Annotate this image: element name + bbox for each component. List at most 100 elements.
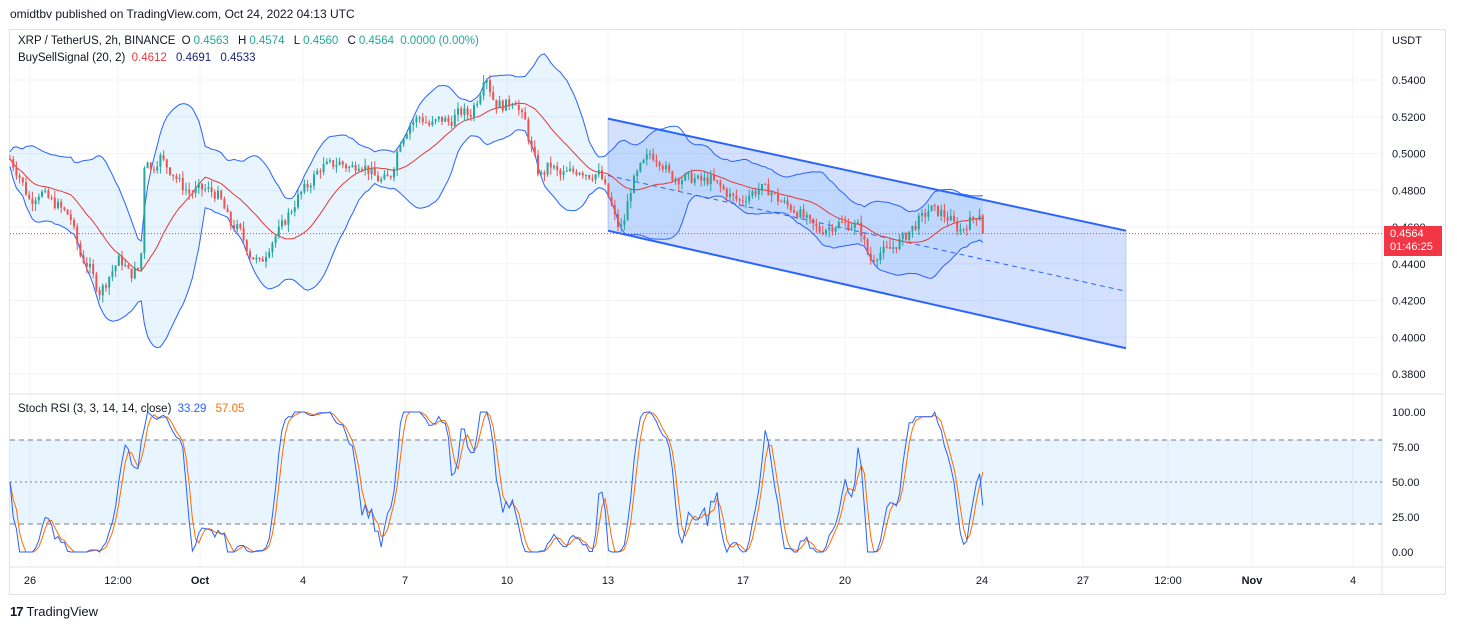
candle-body: [501, 100, 504, 111]
candle-body: [357, 168, 360, 171]
candle-body: [15, 167, 18, 176]
candle-body: [738, 199, 741, 201]
candle-body: [66, 209, 69, 215]
candle-body: [610, 197, 613, 206]
candle-body: [921, 212, 923, 216]
candle-body: [898, 239, 901, 250]
candle-body: [930, 205, 933, 212]
candle-body: [703, 177, 706, 181]
time-tick-label: 12:00: [1154, 575, 1182, 587]
candle-body: [85, 262, 88, 268]
candle-body: [63, 207, 66, 210]
candle-body: [697, 175, 699, 179]
candle-body: [671, 171, 674, 181]
candle-body: [37, 196, 40, 201]
candle-body: [533, 146, 536, 156]
candle-body: [217, 190, 219, 199]
candle-body: [786, 200, 789, 205]
candle-body: [665, 165, 667, 170]
stoch-legend[interactable]: Stoch RSI (3, 3, 14, 14, close) 33.29 57…: [18, 403, 247, 415]
candle-body: [261, 258, 264, 262]
candle-body: [57, 201, 59, 209]
candle-body: [741, 200, 744, 202]
candle-body: [466, 108, 469, 115]
candle-body: [255, 257, 258, 260]
candle-body: [127, 265, 130, 269]
stoch-tick-label: 75.00: [1392, 442, 1420, 454]
candle-body: [677, 178, 680, 185]
candle-body: [380, 179, 383, 182]
time-tick-label: 20: [839, 575, 851, 587]
candle-body: [863, 235, 866, 240]
candle-body: [338, 161, 341, 166]
candle-body: [313, 174, 315, 186]
candle-body: [716, 180, 719, 182]
symbol-label[interactable]: XRP / TetherUS, 2h, BINANCE: [18, 35, 176, 47]
candle-body: [18, 175, 21, 178]
candle-body: [137, 267, 139, 270]
candle-body: [213, 192, 216, 199]
candle-body: [421, 117, 424, 123]
stoch-k-value: 33.29: [177, 403, 207, 415]
candle-body: [31, 198, 34, 205]
candle-body: [405, 133, 408, 139]
candle-body: [850, 228, 853, 231]
footer-brand[interactable]: 17 TradingView: [10, 604, 98, 619]
price-tick-label: 0.3800: [1392, 369, 1426, 381]
candle-body: [962, 228, 965, 230]
candle-body: [764, 184, 767, 186]
candle-body: [748, 195, 751, 202]
channel-mid-line: [607, 175, 1127, 292]
candle-body: [249, 251, 251, 258]
candle-body: [524, 112, 527, 120]
candle-body: [761, 184, 763, 190]
candle-body: [271, 243, 274, 253]
candle-body: [543, 172, 546, 175]
time-tick-label: 27: [1077, 575, 1089, 587]
candle-body: [332, 160, 335, 167]
candle-body: [79, 243, 82, 256]
candle-body: [860, 222, 863, 236]
stoch-name: Stoch RSI (3, 3, 14, 14, close): [18, 403, 172, 415]
candle-body: [258, 257, 261, 259]
candle-body: [479, 95, 482, 104]
candle-body: [956, 221, 959, 232]
candle-body: [322, 164, 325, 173]
time-tick-label: 12:00: [104, 575, 132, 587]
candle-body: [965, 228, 968, 230]
candle-body: [373, 167, 376, 176]
candle-body: [444, 118, 447, 122]
candle-body: [210, 187, 213, 193]
candle-body: [847, 222, 850, 231]
candle-body: [396, 151, 399, 170]
candle-body: [233, 225, 235, 230]
candle-body: [329, 160, 331, 162]
candle-body: [668, 165, 671, 172]
candle-body: [818, 226, 821, 233]
candle-body: [335, 165, 338, 167]
candle-body: [821, 232, 824, 235]
candle-body: [457, 108, 459, 115]
candle-body: [713, 175, 715, 181]
candle-body: [268, 252, 271, 257]
candle-body: [229, 212, 232, 226]
candle-body: [277, 226, 280, 237]
band-lower-line: [9, 129, 984, 349]
candle-body: [540, 172, 543, 175]
candle-body: [133, 267, 136, 279]
candle-body: [130, 268, 133, 279]
candle-body: [585, 175, 587, 177]
candle-body: [82, 255, 85, 263]
time-tick-label: 17: [737, 575, 749, 587]
candle-body: [194, 187, 197, 194]
indicator-legend[interactable]: BuySellSignal (20, 2) 0.4612 0.4691 0.45…: [18, 52, 259, 64]
candle-body: [652, 153, 655, 161]
time-tick-label: 10: [501, 575, 513, 587]
chart-frame[interactable]: [9, 29, 1446, 595]
candle-body: [825, 230, 827, 235]
price-tick-label: 0.5400: [1392, 75, 1426, 87]
candle-body: [178, 177, 181, 179]
candle-body: [777, 192, 779, 202]
candle-body: [581, 172, 584, 176]
